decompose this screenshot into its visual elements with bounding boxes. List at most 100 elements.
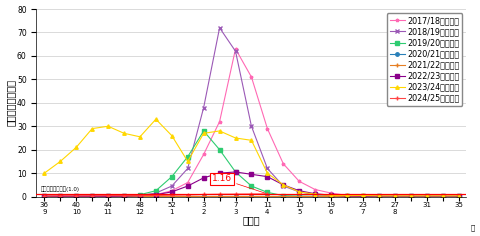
2017/18シーズン	[73, 195, 79, 198]
2022/23シーズン	[58, 195, 63, 198]
2020/21シーズン	[360, 195, 366, 198]
2019/20シーズン	[392, 195, 397, 198]
2017/18シーズン	[105, 194, 111, 197]
2021/22シーズン	[89, 195, 95, 198]
2020/21シーズン	[376, 195, 382, 198]
2018/19シーズン	[328, 194, 334, 197]
2021/22シーズン	[105, 195, 111, 198]
2019/20シーズン	[216, 148, 222, 151]
2021/22シーズン	[296, 195, 302, 198]
2017/18シーズン	[121, 194, 127, 197]
2020/21シーズン	[121, 195, 127, 198]
2019/20シーズン	[360, 195, 366, 198]
2019/20シーズン	[296, 195, 302, 198]
2021/22シーズン	[312, 195, 318, 198]
2022/23シーズン	[440, 195, 445, 198]
Line: 2017/18シーズン: 2017/18シーズン	[43, 47, 460, 198]
2019/20シーズン	[41, 195, 47, 198]
2023/24シーズン	[121, 132, 127, 135]
Line: 2022/23シーズン: 2022/23シーズン	[43, 170, 460, 198]
2019/20シーズン	[121, 194, 127, 197]
2019/20シーズン	[233, 171, 239, 173]
2023/24シーズン	[440, 194, 445, 197]
2023/24シーズン	[89, 127, 95, 130]
2018/19シーズン	[376, 195, 382, 198]
2020/21シーズン	[249, 195, 254, 198]
2018/19シーズン	[201, 106, 206, 109]
2023/24シーズン	[233, 137, 239, 139]
2021/22シーズン	[58, 195, 63, 198]
2022/23シーズン	[328, 194, 334, 197]
Text: 月: 月	[471, 225, 475, 231]
2023/24シーズン	[105, 125, 111, 128]
2023/24シーズン	[328, 194, 334, 197]
2022/23シーズン	[105, 195, 111, 198]
2017/18シーズン	[440, 195, 445, 198]
2019/20シーズン	[73, 195, 79, 198]
2018/19シーズン	[264, 167, 270, 170]
Line: 2023/24シーズン: 2023/24シーズン	[43, 118, 460, 198]
2024/25シーズン	[233, 193, 239, 196]
2018/19シーズン	[216, 26, 222, 29]
Line: 2019/20シーズン: 2019/20シーズン	[43, 129, 460, 198]
2022/23シーズン	[408, 195, 414, 198]
2020/21シーズン	[456, 195, 461, 198]
2022/23シーズン	[73, 195, 79, 198]
2020/21シーズン	[137, 195, 143, 198]
2017/18シーズン	[296, 180, 302, 183]
2018/19シーズン	[344, 195, 350, 198]
2020/21シーズン	[280, 195, 286, 198]
2021/22シーズン	[328, 195, 334, 198]
2024/25シーズン	[89, 194, 95, 197]
2024/25シーズン	[153, 194, 159, 197]
Line: 2021/22シーズン: 2021/22シーズン	[43, 195, 460, 198]
2018/19シーズン	[249, 125, 254, 128]
2018/19シーズン	[424, 195, 430, 198]
2021/22シーズン	[121, 195, 127, 198]
2020/21シーズン	[424, 195, 430, 198]
2021/22シーズン	[264, 195, 270, 198]
2020/21シーズン	[153, 195, 159, 198]
2021/22シーズン	[344, 195, 350, 198]
Text: 流行入りの目安値(1.0): 流行入りの目安値(1.0)	[41, 187, 80, 192]
2023/24シーズン	[456, 194, 461, 197]
2024/25シーズン	[264, 192, 270, 195]
2018/19シーズン	[58, 195, 63, 198]
2018/19シーズン	[105, 195, 111, 198]
2021/22シーズン	[153, 195, 159, 198]
2020/21シーズン	[89, 195, 95, 198]
2022/23シーズン	[249, 173, 254, 176]
2017/18シーズン	[376, 195, 382, 198]
2022/23シーズン	[456, 195, 461, 198]
Text: 1.16: 1.16	[212, 174, 265, 193]
2020/21シーズン	[216, 195, 222, 198]
2020/21シーズン	[73, 195, 79, 198]
2017/18シーズン	[249, 76, 254, 78]
2024/25シーズン	[169, 194, 175, 197]
2018/19シーズン	[233, 50, 239, 53]
2021/22シーズン	[408, 195, 414, 198]
2019/20シーズン	[424, 195, 430, 198]
2022/23シーズン	[392, 195, 397, 198]
2022/23シーズン	[121, 195, 127, 198]
2023/24シーズン	[137, 135, 143, 138]
2023/24シーズン	[312, 193, 318, 196]
2023/24シーズン	[249, 139, 254, 142]
2023/24シーズン	[392, 194, 397, 197]
2019/20シーズン	[408, 195, 414, 198]
2018/19シーズン	[456, 195, 461, 198]
2019/20シーズン	[440, 195, 445, 198]
2017/18シーズン	[89, 195, 95, 198]
2023/24シーズン	[41, 172, 47, 175]
2018/19シーズン	[169, 185, 175, 187]
2022/23シーズン	[280, 183, 286, 186]
2018/19シーズン	[153, 192, 159, 194]
2021/22シーズン	[424, 195, 430, 198]
2017/18シーズン	[456, 195, 461, 198]
2020/21シーズン	[185, 195, 191, 198]
2023/24シーズン	[169, 134, 175, 137]
2017/18シーズン	[264, 127, 270, 130]
2021/22シーズン	[233, 195, 239, 198]
2017/18シーズン	[216, 120, 222, 123]
2022/23シーズン	[201, 176, 206, 179]
